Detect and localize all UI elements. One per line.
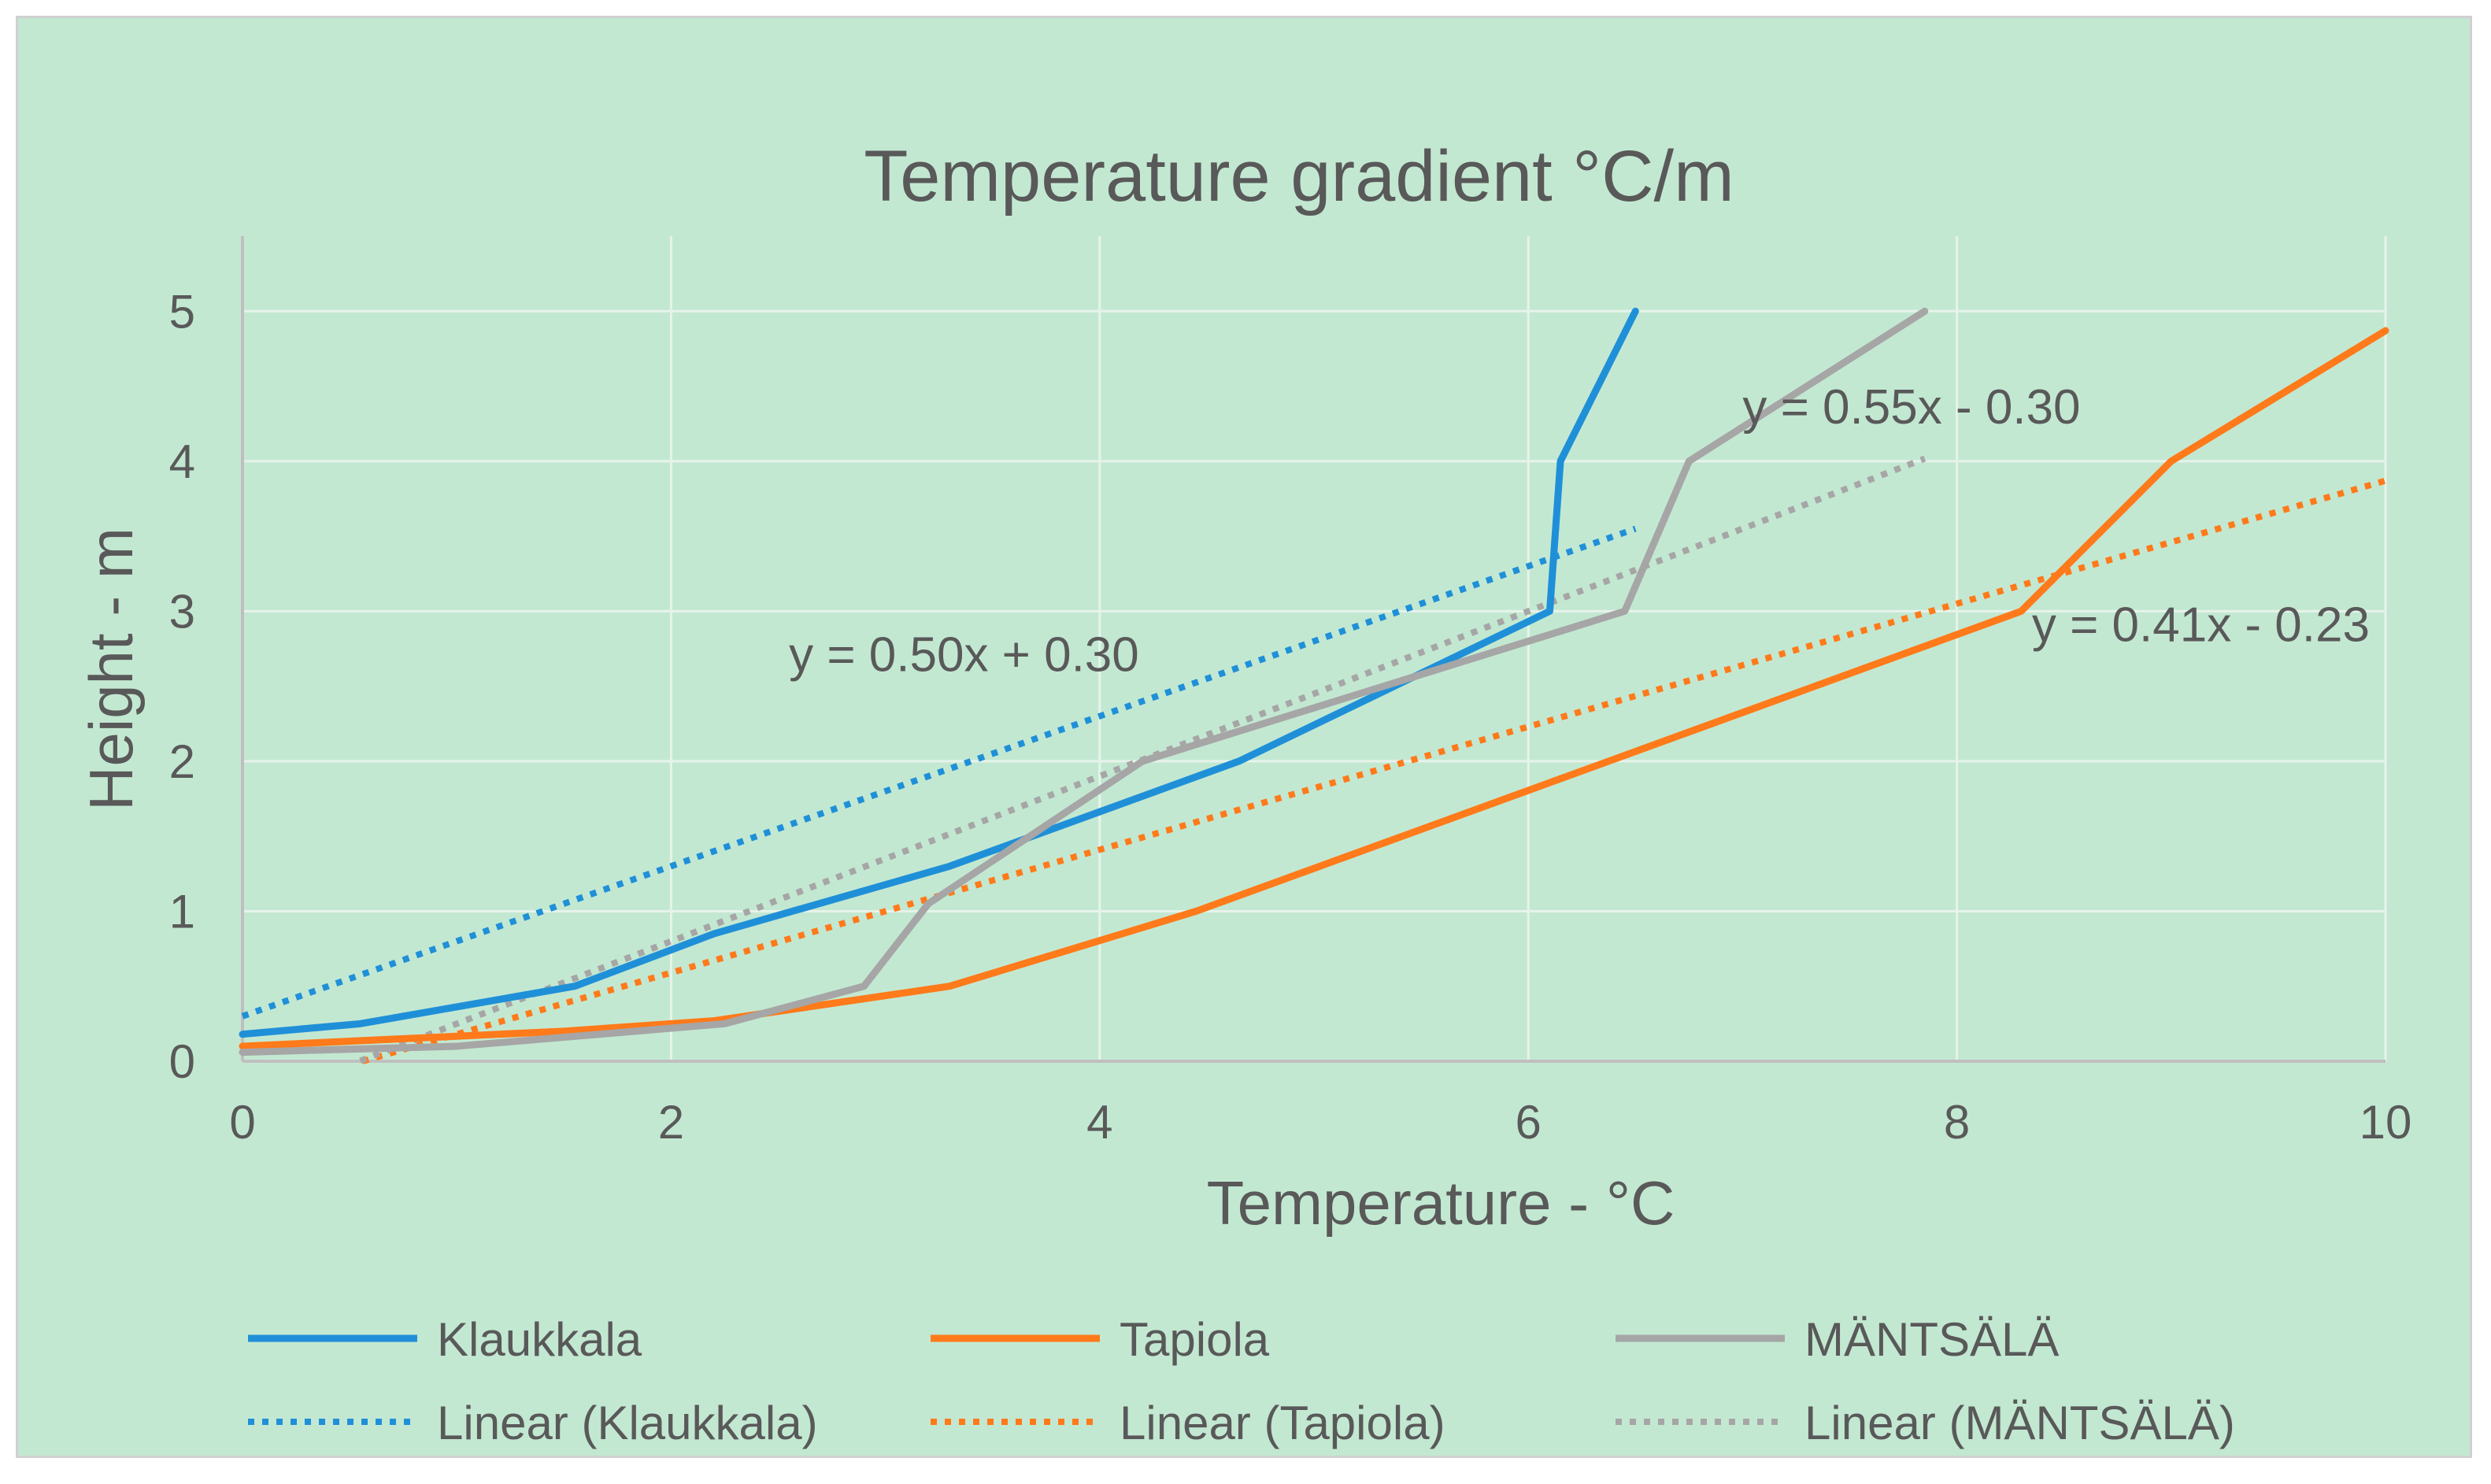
series-mäntsälä: [239, 307, 1929, 1057]
legend-item: Linear (MÄNTSÄLÄ): [1616, 1397, 2235, 1449]
legend-label: Klaukkala: [437, 1313, 642, 1366]
y-axis-ticks: 0 1 2 3 4 5: [169, 285, 195, 1088]
y-tick-label: 2: [169, 735, 195, 788]
axes: [241, 236, 2386, 1063]
x-axis-label: Temperature - °C: [1207, 1168, 1675, 1238]
series-tapiola: [239, 327, 2389, 1050]
x-tick-label: 6: [1516, 1096, 1542, 1149]
series-linear-tapiola: [361, 477, 2387, 1064]
legend: Klaukkala Tapiola MÄNTSÄLÄ Linear (Klaukkal…: [248, 1313, 2235, 1449]
y-tick-label: 3: [169, 585, 195, 638]
trendline-equations: y = 0.50x + 0.30 y = 0.55x - 0.30 y = 0.41…: [789, 380, 2370, 682]
y-tick-label: 5: [169, 285, 195, 338]
legend-label: Tapiola: [1120, 1313, 1270, 1366]
legend-label: Linear (Tapiola): [1120, 1397, 1445, 1449]
trendline-equation: y = 0.50x + 0.30: [789, 628, 1139, 683]
series-klaukkala: [239, 307, 1639, 1038]
x-tick-label: 4: [1086, 1096, 1112, 1149]
y-tick-label: 0: [169, 1035, 195, 1088]
x-tick-label: 8: [1944, 1096, 1970, 1149]
x-tick-label: 2: [658, 1096, 684, 1149]
legend-label: MÄNTSÄLÄ: [1804, 1313, 2059, 1366]
legend-item: MÄNTSÄLÄ: [1616, 1313, 2059, 1366]
legend-label: Linear (MÄNTSÄLÄ): [1804, 1397, 2235, 1449]
chart-title: Temperature gradient °C/m: [864, 136, 1734, 216]
legend-item: Linear (Klaukkala): [248, 1397, 818, 1449]
x-axis-ticks: 0 2 4 6 8 10: [229, 1096, 2411, 1149]
series-layer: [239, 307, 2389, 1064]
x-tick-label: 10: [2360, 1096, 2412, 1149]
legend-item: Linear (Tapiola): [931, 1397, 1445, 1449]
x-tick-label: 0: [229, 1096, 255, 1149]
y-tick-label: 1: [169, 885, 195, 938]
legend-label: Linear (Klaukkala): [437, 1397, 818, 1449]
legend-item: Klaukkala: [248, 1313, 642, 1366]
trendline-equation: y = 0.55x - 0.30: [1742, 380, 2080, 435]
y-axis-label: Height - m: [76, 527, 146, 811]
y-tick-label: 4: [169, 435, 195, 488]
series-linear-klaukkala: [241, 525, 1637, 1020]
chart-area: [16, 16, 2472, 1458]
trendline-equation: y = 0.41x - 0.23: [2032, 598, 2370, 652]
legend-item: Tapiola: [931, 1313, 1270, 1366]
